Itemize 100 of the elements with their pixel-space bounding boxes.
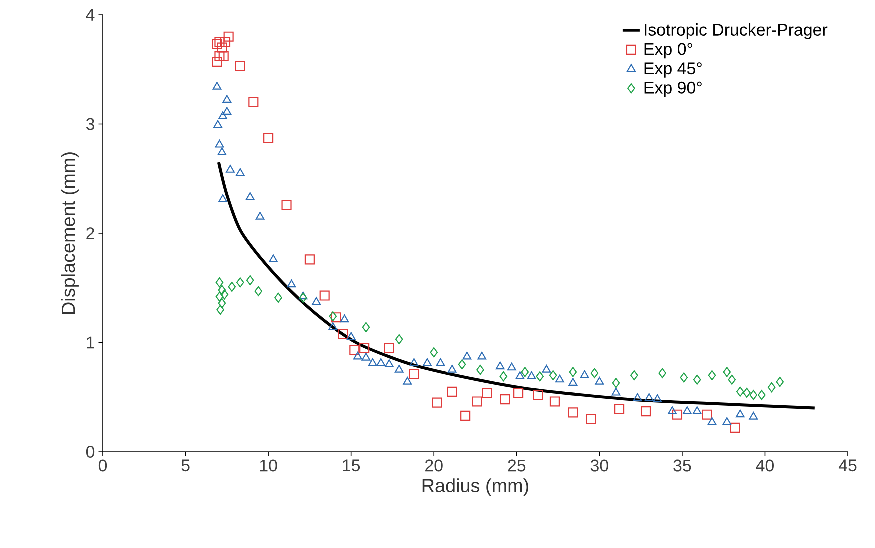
point — [350, 345, 360, 356]
point — [776, 377, 784, 388]
point — [728, 374, 736, 385]
point — [447, 386, 458, 397]
point — [236, 278, 244, 288]
point — [236, 168, 245, 176]
point — [384, 343, 394, 354]
point — [736, 386, 744, 397]
point — [217, 42, 228, 53]
point — [218, 285, 226, 296]
point — [216, 278, 224, 288]
x-tick-label: 15 — [343, 460, 360, 472]
point — [478, 352, 487, 360]
point — [246, 275, 254, 286]
point — [542, 365, 552, 373]
point — [749, 412, 758, 420]
point — [394, 365, 404, 373]
point — [287, 280, 296, 288]
point — [533, 390, 544, 400]
point — [246, 192, 255, 200]
point — [496, 362, 505, 370]
y-axis-title: Displacement (mm) — [61, 152, 79, 314]
point — [224, 32, 234, 42]
point — [460, 410, 471, 421]
y-tick-label: 0 — [86, 446, 95, 458]
point — [362, 353, 371, 361]
point — [472, 396, 482, 407]
point — [410, 358, 419, 366]
point — [722, 417, 732, 426]
point — [569, 367, 578, 378]
point — [750, 390, 758, 400]
point — [668, 406, 677, 414]
x-tick-label: 20 — [426, 460, 443, 472]
y-tick-label: 2 — [86, 228, 94, 240]
point — [212, 82, 222, 90]
point — [736, 410, 745, 418]
point — [214, 120, 222, 128]
point — [299, 292, 308, 303]
point — [338, 328, 348, 340]
point — [521, 367, 530, 378]
point — [500, 372, 508, 382]
point — [222, 107, 232, 116]
point — [346, 332, 356, 340]
point — [743, 388, 751, 398]
point — [331, 312, 342, 323]
line-series — [217, 160, 816, 410]
point — [708, 417, 717, 426]
point — [432, 398, 442, 408]
point — [304, 254, 315, 265]
point — [568, 378, 578, 386]
point — [362, 322, 370, 332]
point — [644, 393, 654, 402]
point — [630, 370, 638, 381]
point — [758, 390, 766, 400]
x-tick-label: 45 — [838, 460, 857, 472]
point — [448, 365, 457, 373]
point — [536, 372, 544, 382]
point — [216, 304, 224, 316]
point — [549, 370, 558, 381]
point — [218, 194, 228, 202]
legend-label: Isotropic Drucker-Prager — [645, 24, 828, 40]
point — [640, 406, 652, 417]
y-tick-label: 3 — [86, 118, 94, 130]
point — [328, 322, 338, 330]
x-tick-label: 35 — [674, 460, 692, 472]
point — [614, 404, 625, 414]
point — [320, 290, 330, 301]
point — [590, 368, 599, 378]
x-tick-label: 10 — [260, 460, 278, 472]
point — [214, 37, 225, 48]
point — [212, 39, 222, 50]
point — [360, 343, 370, 354]
point — [409, 369, 420, 380]
point — [633, 393, 642, 402]
point — [653, 394, 662, 402]
point — [218, 112, 228, 120]
point — [462, 352, 472, 360]
point — [222, 95, 232, 104]
x-tick-label: 5 — [182, 460, 190, 472]
point — [212, 56, 222, 68]
y-tick-label: 4 — [86, 9, 95, 21]
point — [768, 382, 776, 393]
x-tick-label: 30 — [590, 460, 608, 472]
point — [384, 360, 394, 368]
point — [514, 388, 524, 398]
legend-label: Exp 90° — [644, 82, 702, 98]
point — [256, 212, 265, 220]
point — [368, 358, 378, 366]
x-axis-title: Radius (mm) — [422, 478, 528, 496]
point — [395, 334, 404, 345]
point — [436, 358, 446, 366]
point — [556, 374, 564, 383]
point — [612, 378, 620, 388]
point — [329, 311, 338, 322]
point — [248, 97, 259, 108]
point — [218, 298, 226, 308]
point — [340, 314, 350, 323]
point — [282, 200, 292, 210]
point — [612, 388, 621, 396]
point — [516, 372, 525, 380]
